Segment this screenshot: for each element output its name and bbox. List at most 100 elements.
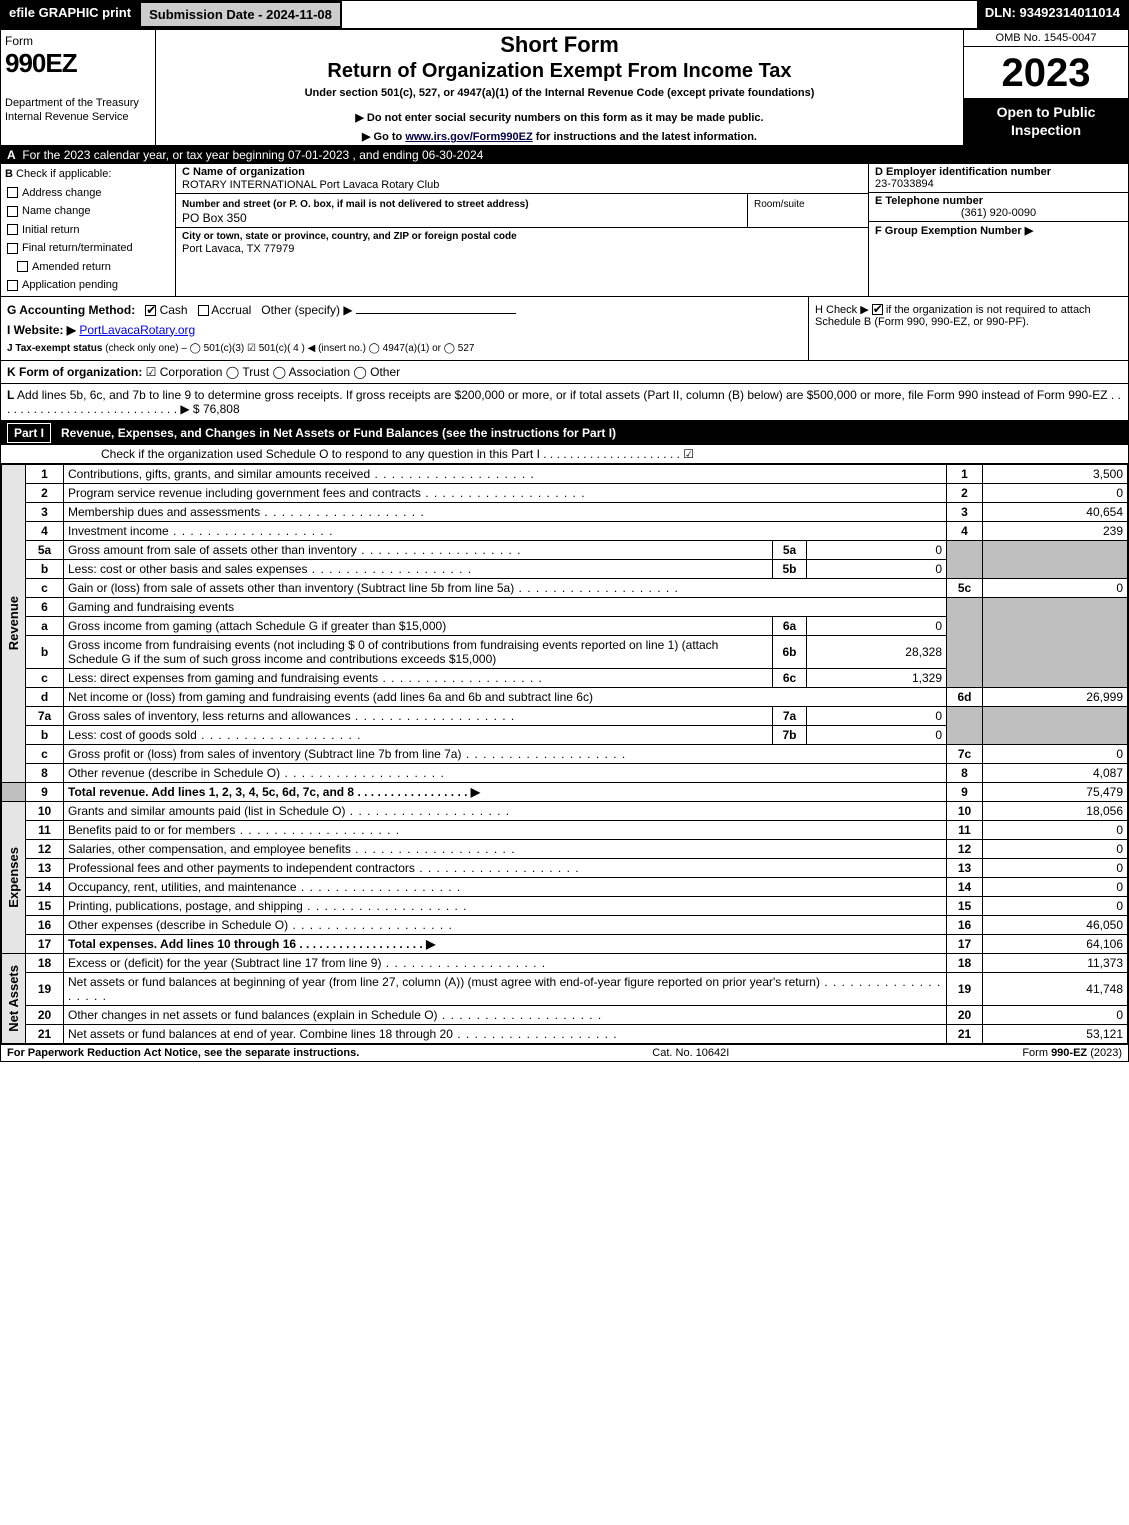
line-2: 2 Program service revenue including gove… — [2, 483, 1128, 502]
other-specify-input[interactable] — [356, 313, 516, 314]
ein-value: 23-7033894 — [875, 178, 1122, 190]
j-label: J Tax-exempt status — [7, 343, 102, 354]
lines-table: Revenue 1 Contributions, gifts, grants, … — [1, 464, 1128, 1044]
goto-post: for instructions and the latest informat… — [533, 131, 757, 143]
k-line: K Form of organization: ☑ Corporation ◯ … — [1, 361, 1128, 384]
irs-link[interactable]: www.irs.gov/Form990EZ — [405, 131, 532, 143]
line-8: 8 Other revenue (describe in Schedule O)… — [2, 763, 1128, 782]
phone-value: (361) 920-0090 — [875, 207, 1122, 219]
footer-right: Form 990-EZ (2023) — [1022, 1047, 1122, 1059]
line-1: Revenue 1 Contributions, gifts, grants, … — [2, 464, 1128, 483]
line-4: 4 Investment income 4239 — [2, 521, 1128, 540]
line-19: 19Net assets or fund balances at beginni… — [2, 972, 1128, 1005]
line-5a: 5a Gross amount from sale of assets othe… — [2, 540, 1128, 559]
line-5c: c Gain or (loss) from sale of assets oth… — [2, 578, 1128, 597]
topbar-spacer — [342, 1, 977, 28]
check-name-change[interactable]: Name change — [7, 203, 171, 220]
phone-cell: E Telephone number (361) 920-0090 — [869, 193, 1128, 222]
side-revenue: Revenue — [2, 464, 26, 782]
line-6: 6 Gaming and fundraising events — [2, 597, 1128, 616]
section-h: H Check ▶ if the organization is not req… — [808, 297, 1128, 360]
check-h[interactable] — [872, 304, 883, 315]
b-heading: B Check if applicable: — [5, 166, 171, 183]
line-9: 9 Total revenue. Add lines 1, 2, 3, 4, 5… — [2, 782, 1128, 801]
row-a-tax-year: A For the 2023 calendar year, or tax yea… — [1, 146, 1128, 164]
tax-year: 2023 — [964, 47, 1128, 98]
city-value: Port Lavaca, TX 77979 — [182, 243, 862, 255]
header-right: OMB No. 1545-0047 2023 Open to Public In… — [963, 30, 1128, 145]
omb-number: OMB No. 1545-0047 — [964, 30, 1128, 47]
check-initial-return[interactable]: Initial return — [7, 222, 171, 239]
group-cell: F Group Exemption Number ▶ — [869, 222, 1128, 239]
website-link[interactable]: PortLavacaRotary.org — [79, 323, 195, 337]
city-label: City or town, state or province, country… — [182, 231, 517, 242]
h-pre: H Check ▶ — [815, 304, 869, 316]
dln-number: DLN: 93492314011014 — [977, 1, 1128, 28]
footer-mid: Cat. No. 10642I — [652, 1047, 729, 1059]
line-16: 16Other expenses (describe in Schedule O… — [2, 915, 1128, 934]
subtitle: Under section 501(c), 527, or 4947(a)(1)… — [162, 87, 957, 99]
line-12: 12Salaries, other compensation, and empl… — [2, 839, 1128, 858]
check-accrual[interactable] — [198, 305, 209, 316]
department-label: Department of the Treasury Internal Reve… — [5, 97, 151, 125]
line-18: Net Assets 18Excess or (deficit) for the… — [2, 953, 1128, 972]
address-row: Number and street (or P. O. box, if mail… — [176, 194, 868, 228]
header-middle: Short Form Return of Organization Exempt… — [156, 30, 963, 145]
line-7a: 7a Gross sales of inventory, less return… — [2, 706, 1128, 725]
check-cash[interactable] — [145, 305, 156, 316]
ein-label: D Employer identification number — [875, 166, 1122, 178]
line-13: 13Professional fees and other payments t… — [2, 858, 1128, 877]
room-suite: Room/suite — [748, 194, 868, 227]
i-label: I Website: ▶ — [7, 323, 76, 337]
check-amended-return[interactable]: Amended return — [17, 259, 171, 276]
side-netassets: Net Assets — [2, 953, 26, 1043]
line-20: 20Other changes in net assets or fund ba… — [2, 1005, 1128, 1024]
topbar: efile GRAPHIC print Submission Date - 20… — [1, 1, 1128, 30]
l-label: L — [7, 388, 14, 402]
goto-pre: ▶ Go to — [362, 131, 405, 143]
section-g: G Accounting Method: Cash Accrual Other … — [1, 297, 808, 360]
check-application-pending[interactable]: Application pending — [7, 277, 171, 294]
section-def: D Employer identification number 23-7033… — [868, 164, 1128, 296]
group-label: F Group Exemption Number ▶ — [875, 225, 1033, 237]
form-990ez-page: efile GRAPHIC print Submission Date - 20… — [0, 0, 1129, 1062]
footer-left: For Paperwork Reduction Act Notice, see … — [7, 1047, 359, 1059]
submission-date: Submission Date - 2024-11-08 — [139, 1, 342, 28]
line-15: 15Printing, publications, postage, and s… — [2, 896, 1128, 915]
form-label: Form — [5, 34, 151, 48]
addr-value: PO Box 350 — [182, 211, 741, 225]
line-11: 11Benefits paid to or for members110 — [2, 820, 1128, 839]
name-label: C Name of organization — [182, 166, 305, 178]
line-7c: c Gross profit or (loss) from sales of i… — [2, 744, 1128, 763]
part1-check-line: Check if the organization used Schedule … — [1, 445, 1128, 464]
part1-title: Revenue, Expenses, and Changes in Net As… — [61, 426, 616, 440]
addr-label: Number and street (or P. O. box, if mail… — [182, 199, 529, 210]
city-row: City or town, state or province, country… — [176, 228, 868, 257]
a-text: For the 2023 calendar year, or tax year … — [22, 148, 483, 162]
j-line: J Tax-exempt status (check only one) – ◯… — [7, 343, 802, 354]
block-gh: G Accounting Method: Cash Accrual Other … — [1, 297, 1128, 361]
i-line: I Website: ▶ PortLavacaRotary.org — [7, 323, 802, 337]
efile-print-label[interactable]: efile GRAPHIC print — [1, 1, 139, 28]
title-return: Return of Organization Exempt From Incom… — [162, 60, 957, 83]
title-short-form: Short Form — [162, 32, 957, 58]
check-final-return[interactable]: Final return/terminated — [7, 240, 171, 257]
ssn-warning: ▶ Do not enter social security numbers o… — [162, 111, 957, 124]
section-b: B Check if applicable: Address change Na… — [1, 164, 176, 296]
header-left: Form 990EZ Department of the Treasury In… — [1, 30, 156, 145]
form-number: 990EZ — [5, 48, 151, 79]
line-10: Expenses 10 Grants and similar amounts p… — [2, 801, 1128, 820]
l-line: L Add lines 5b, 6c, and 7b to line 9 to … — [1, 384, 1128, 421]
section-c: C Name of organization ROTARY INTERNATIO… — [176, 164, 868, 296]
goto-line: ▶ Go to www.irs.gov/Form990EZ for instru… — [162, 130, 957, 143]
line-6d: d Net income or (loss) from gaming and f… — [2, 687, 1128, 706]
org-name-row: C Name of organization ROTARY INTERNATIO… — [176, 164, 868, 194]
check-address-change[interactable]: Address change — [7, 185, 171, 202]
line-3: 3 Membership dues and assessments 340,65… — [2, 502, 1128, 521]
org-name: ROTARY INTERNATIONAL Port Lavaca Rotary … — [182, 179, 862, 191]
side-expenses: Expenses — [2, 801, 26, 953]
j-detail: (check only one) – ◯ 501(c)(3) ☑ 501(c)(… — [105, 343, 474, 354]
part1-header: Part I Revenue, Expenses, and Changes in… — [1, 421, 1128, 445]
ein-cell: D Employer identification number 23-7033… — [869, 164, 1128, 193]
l-text: Add lines 5b, 6c, and 7b to line 9 to de… — [7, 388, 1121, 416]
